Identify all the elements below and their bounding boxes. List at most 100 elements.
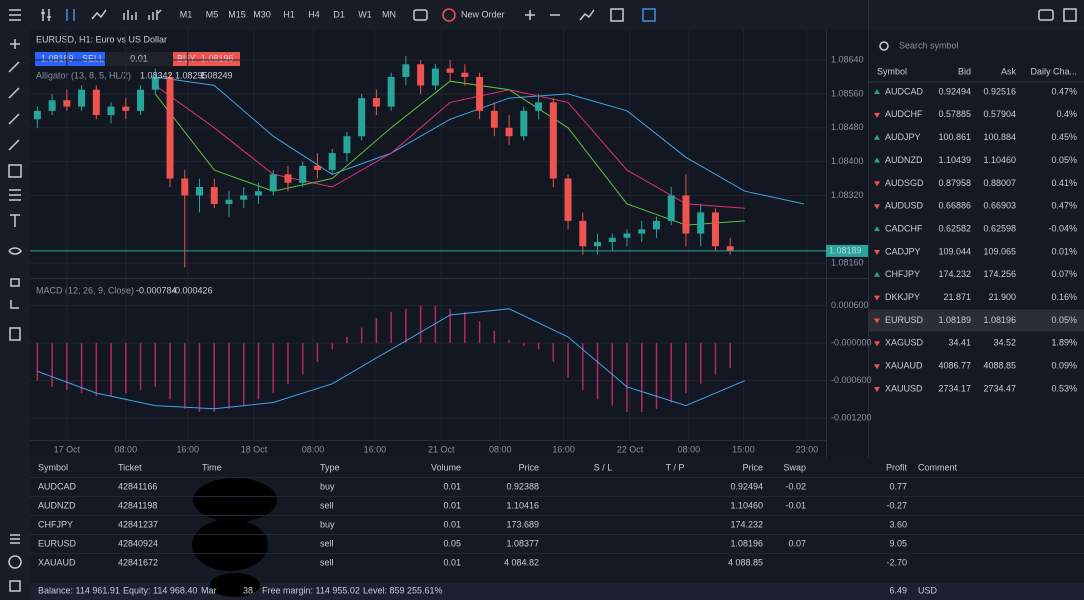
watch-ask: 0.57904 — [983, 109, 1016, 119]
watch-symbol[interactable]: CADCHF — [885, 223, 923, 233]
x-tick-label: 21 Oct — [428, 444, 455, 454]
timeframe-button[interactable]: MN — [382, 9, 396, 19]
timeframe-button[interactable]: H1 — [283, 9, 295, 19]
search-placeholder[interactable]: Search symbol — [899, 40, 959, 50]
watch-symbol[interactable]: CADJPY — [885, 246, 921, 256]
watch-change: 0.05% — [1051, 315, 1077, 325]
order-icon[interactable] — [442, 8, 456, 22]
sell-price[interactable]: 1.08189 — [41, 53, 74, 63]
watch-change: 0.01% — [1051, 246, 1077, 256]
candle-body — [372, 98, 380, 107]
position-cell[interactable]: XAUAUD — [38, 557, 76, 567]
camera-icon[interactable] — [1038, 9, 1054, 21]
fullscreen-icon[interactable] — [1063, 8, 1077, 22]
buy-price[interactable]: 1.08196 — [201, 53, 234, 63]
candle-body — [137, 89, 145, 111]
position-cell: 0.05 — [443, 538, 461, 548]
timeframe-button[interactable]: M30 — [253, 9, 271, 19]
candle-body — [697, 212, 705, 234]
x-tick-label: 18 Oct — [241, 444, 268, 454]
candle-body — [623, 233, 631, 238]
bottom-tools[interactable] — [8, 534, 22, 592]
volume-icon[interactable] — [123, 10, 137, 20]
watch-symbol[interactable]: AUDCHF — [885, 109, 923, 119]
new-order-button[interactable]: New Order — [461, 9, 505, 19]
account-currency: USD — [918, 585, 938, 595]
search-icon[interactable] — [879, 41, 889, 51]
watch-symbol[interactable]: AUDUSD — [885, 201, 924, 211]
calendar-icon[interactable] — [610, 8, 624, 22]
direction-arrow — [874, 341, 880, 347]
position-cell[interactable]: AUDCAD — [38, 481, 77, 491]
buy-button[interactable] — [173, 52, 240, 66]
watch-symbol[interactable]: AUDSGD — [885, 178, 924, 188]
watchlist-header: Bid — [958, 66, 971, 76]
candle-body — [328, 153, 336, 171]
candle-body — [417, 64, 425, 86]
watch-symbol[interactable]: AUDJPY — [885, 132, 921, 142]
bars-icon[interactable] — [41, 9, 51, 21]
x-tick-label: 23:00 — [796, 444, 819, 454]
candle-body — [107, 106, 115, 116]
notes-icon[interactable] — [642, 8, 656, 22]
lot-input[interactable] — [106, 52, 172, 66]
compare-icon[interactable] — [579, 9, 595, 21]
candle-body — [608, 237, 616, 243]
alligator-legend: Alligator (13, 8, 5, HL/2) — [36, 70, 131, 80]
candles-icon[interactable] — [66, 9, 75, 21]
candle-body — [151, 76, 159, 90]
candle-body — [196, 187, 204, 196]
position-cell[interactable]: AUDNZD — [38, 500, 76, 510]
sell-button[interactable] — [35, 52, 105, 66]
candle-body — [358, 98, 366, 137]
position-cell: 42841166 — [118, 481, 157, 491]
candle-body — [122, 106, 130, 111]
drawing-tools[interactable] — [8, 39, 22, 341]
candle-body — [520, 110, 528, 137]
watchlist-header: Daily Cha... — [1030, 66, 1077, 76]
direction-arrow — [874, 181, 880, 187]
direction-arrow — [874, 318, 880, 324]
watch-symbol[interactable]: XAUUSD — [885, 383, 923, 393]
zoom-icons[interactable] — [525, 10, 560, 20]
lot-size[interactable]: 0.01 — [130, 53, 148, 63]
watch-symbol[interactable]: AUDCAD — [885, 86, 924, 96]
indicators-icon[interactable] — [148, 9, 162, 20]
buy-label[interactable]: BUY — [177, 53, 196, 63]
position-cell: 1.08196 — [730, 538, 763, 548]
line-icon[interactable] — [91, 9, 107, 20]
watch-symbol[interactable]: EURUSD — [885, 315, 924, 325]
watch-change: 0.47% — [1051, 86, 1077, 96]
alligator-value: 1.08342 — [140, 70, 173, 80]
watchlist-header: Ask — [1001, 66, 1017, 76]
screenshot-icon[interactable] — [413, 9, 428, 21]
timeframe-button[interactable]: W1 — [358, 9, 372, 19]
watch-symbol[interactable]: CHFJPY — [885, 269, 920, 279]
timeframe-button[interactable]: D1 — [333, 9, 345, 19]
watch-symbol[interactable]: AUDNZD — [885, 155, 923, 165]
position-cell[interactable]: CHFJPY — [38, 519, 73, 529]
account-margin-start: Mar — [201, 585, 217, 595]
current-price-box — [826, 244, 868, 257]
position-cell: 173.689 — [506, 519, 539, 529]
watch-change: -0.04% — [1048, 223, 1077, 233]
watch-ask: 174.256 — [983, 269, 1016, 279]
timeframe-button[interactable]: M15 — [228, 9, 246, 19]
toolbar-icons[interactable] — [8, 8, 1077, 592]
position-cell: 3.60 — [889, 519, 907, 529]
position-cell[interactable]: EURUSD — [38, 538, 77, 548]
position-cell: 0.01 — [443, 557, 461, 567]
menu-icon[interactable] — [9, 9, 21, 21]
watch-symbol[interactable]: XAUAUD — [885, 361, 923, 371]
position-cell: -0.27 — [886, 500, 907, 510]
sell-label[interactable]: SELL — [82, 53, 104, 63]
watch-symbol[interactable]: XAGUSD — [885, 338, 924, 348]
top-toolbar — [0, 0, 1084, 30]
watch-symbol[interactable]: DKKJPY — [885, 292, 920, 302]
timeframe-button[interactable]: M5 — [206, 9, 219, 19]
timeframe-button[interactable]: M1 — [180, 9, 193, 19]
timeframe-button[interactable]: H4 — [308, 9, 320, 19]
watch-bid: 34.41 — [948, 338, 971, 348]
selected-row[interactable] — [869, 309, 1084, 332]
watch-ask: 1.08196 — [983, 315, 1016, 325]
